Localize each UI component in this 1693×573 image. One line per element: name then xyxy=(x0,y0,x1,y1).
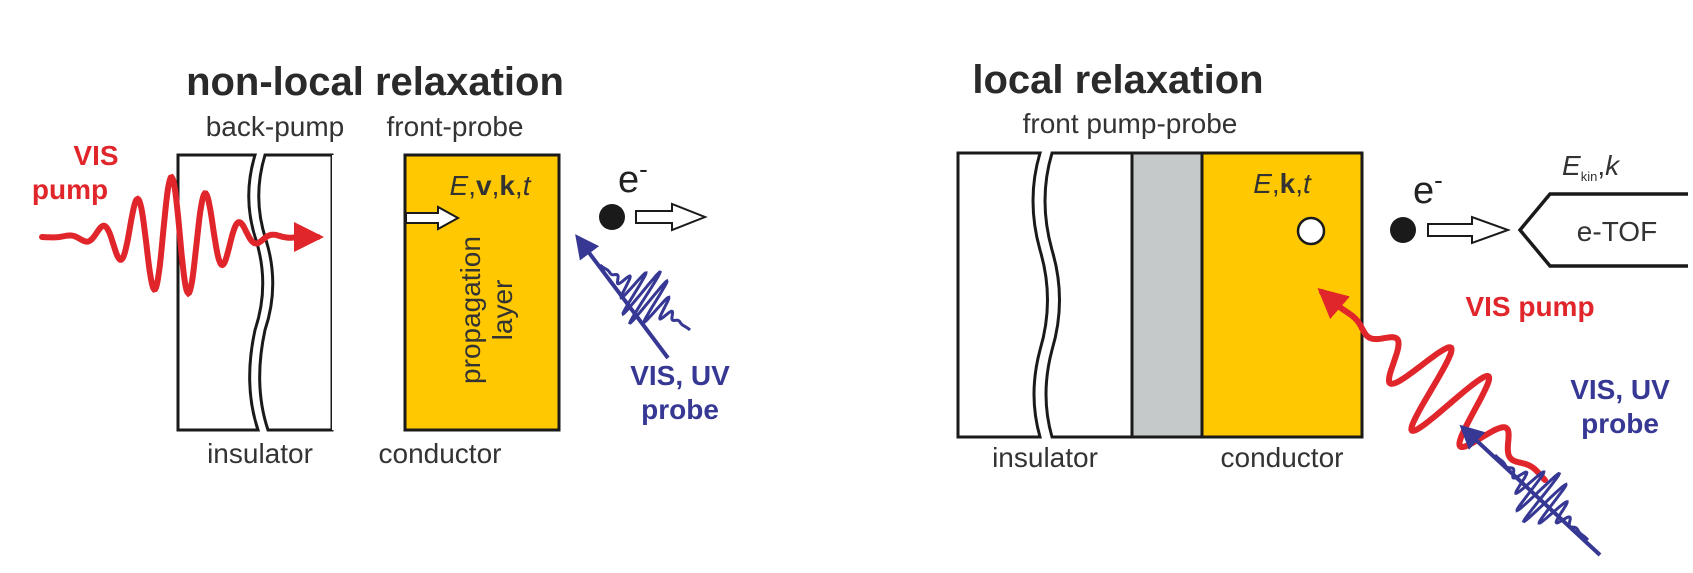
left-panel: non-local relaxation back-pump front-pro… xyxy=(32,60,730,469)
right-probe-packet xyxy=(1493,453,1590,542)
front-pump-probe-label: front pump-probe xyxy=(1023,108,1238,139)
left-conductor-vars: E,v,k,t xyxy=(450,170,532,201)
left-pump-wave xyxy=(39,173,324,298)
right-electron-dot xyxy=(1390,217,1416,243)
right-conductor-vars: E,k,t xyxy=(1253,168,1312,199)
left-insulator-block-2 xyxy=(257,153,334,432)
right-electron-label: e- xyxy=(1413,165,1443,212)
right-hole-circle xyxy=(1296,216,1326,246)
right-electron-hollow-arrow xyxy=(1427,215,1511,245)
right-insulator-label: insulator xyxy=(992,442,1098,473)
left-conductor-label: conductor xyxy=(379,438,502,469)
etof-funnel xyxy=(1517,192,1688,268)
right-panel: local relaxation front pump-probe E,k,t … xyxy=(956,58,1688,557)
left-insulator-label: insulator xyxy=(207,438,313,469)
left-pump-label-1: VIS xyxy=(73,140,118,171)
left-electron-label: e- xyxy=(618,154,648,201)
etof-label: e-TOF xyxy=(1577,216,1657,247)
left-electron-dot xyxy=(599,204,625,230)
right-title: local relaxation xyxy=(972,58,1263,102)
left-inner-hollow-arrow xyxy=(405,205,461,231)
right-insulator-block xyxy=(956,151,1049,439)
left-pump-label-2: pump xyxy=(32,174,108,205)
right-conductor-label: conductor xyxy=(1221,442,1344,473)
left-gap-band xyxy=(332,155,404,430)
left-probe-packet xyxy=(598,263,692,332)
svg-text:layer: layer xyxy=(487,280,518,341)
right-pump-label: VIS pump xyxy=(1465,291,1594,322)
ekin-label: Ekin,k xyxy=(1562,150,1621,184)
left-electron-hollow-arrow xyxy=(635,202,708,232)
left-probe-label-2: probe xyxy=(641,394,719,425)
back-pump-label: back-pump xyxy=(206,111,345,142)
front-probe-label: front-probe xyxy=(387,111,524,142)
right-pump-wave xyxy=(1317,288,1548,483)
right-gray-layer xyxy=(1130,151,1204,439)
left-conductor-block xyxy=(403,153,561,432)
svg-text:propagation: propagation xyxy=(455,236,486,384)
right-probe-label-1: VIS, UV xyxy=(1570,374,1670,405)
left-title: non-local relaxation xyxy=(186,60,564,104)
left-probe-label-1: VIS, UV xyxy=(630,360,730,391)
right-probe-label-2: probe xyxy=(1581,408,1659,439)
right-insulator-block-2 xyxy=(1043,151,1134,439)
propagation-layer-label: propagation layer xyxy=(455,236,518,384)
